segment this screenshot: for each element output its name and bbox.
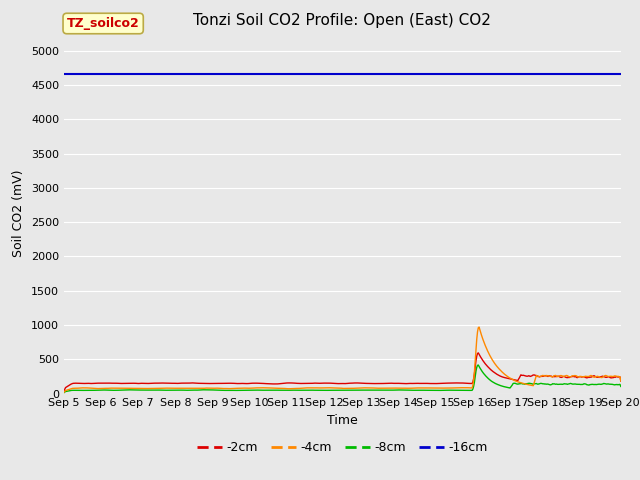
Y-axis label: Soil CO2 (mV): Soil CO2 (mV) [12,170,26,257]
X-axis label: Time: Time [327,414,358,427]
Title: Tonzi Soil CO2 Profile: Open (East) CO2: Tonzi Soil CO2 Profile: Open (East) CO2 [193,13,492,28]
Text: TZ_soilco2: TZ_soilco2 [67,17,140,30]
Legend: -2cm, -4cm, -8cm, -16cm: -2cm, -4cm, -8cm, -16cm [191,436,493,459]
